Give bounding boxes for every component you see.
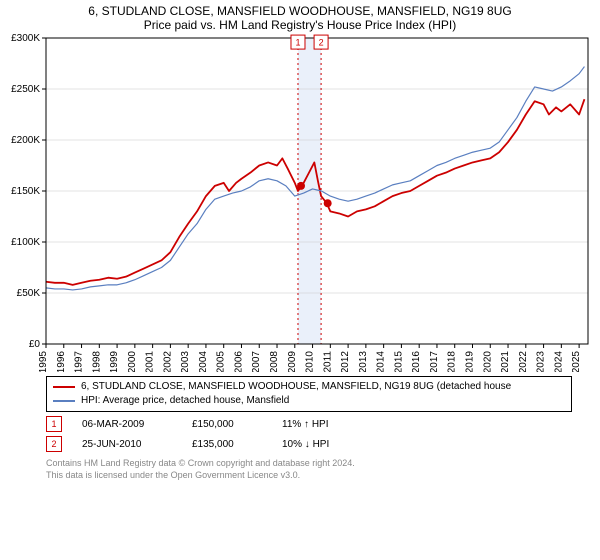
svg-text:2022: 2022 bbox=[518, 351, 529, 372]
event-marker: 1 bbox=[46, 416, 62, 432]
event-date: 06-MAR-2009 bbox=[82, 419, 172, 430]
svg-text:2001: 2001 bbox=[145, 351, 156, 372]
svg-text:2018: 2018 bbox=[447, 351, 458, 372]
event-row: 1 06-MAR-2009 £150,000 11% ↑ HPI bbox=[46, 414, 572, 434]
svg-text:2007: 2007 bbox=[251, 351, 262, 372]
svg-text:£250K: £250K bbox=[11, 84, 40, 95]
svg-text:2023: 2023 bbox=[536, 351, 547, 372]
legend-label: HPI: Average price, detached house, Mans… bbox=[81, 394, 289, 408]
chart-titles: 6, STUDLAND CLOSE, MANSFIELD WOODHOUSE, … bbox=[0, 0, 600, 32]
svg-text:2017: 2017 bbox=[429, 351, 440, 372]
svg-text:2012: 2012 bbox=[340, 351, 351, 372]
event-pct: 11% ↑ HPI bbox=[282, 419, 362, 430]
chart-svg: £0 £50K £100K £150K £200K £250K £300K 1995 1996 1… bbox=[0, 32, 600, 372]
svg-text:2025: 2025 bbox=[571, 351, 582, 372]
svg-text:£0: £0 bbox=[29, 339, 41, 350]
svg-text:2009: 2009 bbox=[287, 351, 298, 372]
footer-attribution: Contains HM Land Registry data © Crown c… bbox=[46, 458, 572, 481]
svg-text:1999: 1999 bbox=[109, 351, 120, 372]
line-chart: £0 £50K £100K £150K £200K £250K £300K 1995 1996 1… bbox=[0, 32, 600, 372]
legend-row: HPI: Average price, detached house, Mans… bbox=[53, 394, 565, 408]
price-events-table: 1 06-MAR-2009 £150,000 11% ↑ HPI 2 25-JUN-201… bbox=[46, 414, 572, 454]
svg-text:2015: 2015 bbox=[393, 351, 404, 372]
svg-text:2: 2 bbox=[319, 37, 324, 47]
svg-text:2021: 2021 bbox=[500, 351, 511, 372]
svg-text:2019: 2019 bbox=[464, 351, 475, 372]
svg-text:2010: 2010 bbox=[305, 351, 316, 372]
svg-text:1998: 1998 bbox=[91, 351, 102, 372]
legend: 6, STUDLAND CLOSE, MANSFIELD WOODHOUSE, … bbox=[46, 376, 572, 412]
chart-title-line2: Price paid vs. HM Land Registry's House … bbox=[0, 18, 600, 32]
event-marker: 2 bbox=[46, 436, 62, 452]
svg-text:2014: 2014 bbox=[376, 351, 387, 372]
svg-text:2002: 2002 bbox=[162, 351, 173, 372]
footer-line1: Contains HM Land Registry data © Crown c… bbox=[46, 458, 572, 470]
svg-text:2016: 2016 bbox=[411, 351, 422, 372]
svg-text:£200K: £200K bbox=[11, 135, 40, 146]
event-price: £135,000 bbox=[192, 439, 262, 450]
svg-text:2020: 2020 bbox=[482, 351, 493, 372]
svg-text:1: 1 bbox=[295, 37, 300, 47]
chart-title-line1: 6, STUDLAND CLOSE, MANSFIELD WOODHOUSE, … bbox=[0, 4, 600, 18]
svg-text:2003: 2003 bbox=[180, 351, 191, 372]
svg-text:1995: 1995 bbox=[38, 351, 49, 372]
svg-text:1996: 1996 bbox=[56, 351, 67, 372]
event-price: £150,000 bbox=[192, 419, 262, 430]
svg-text:2005: 2005 bbox=[216, 351, 227, 372]
svg-text:2006: 2006 bbox=[233, 351, 244, 372]
legend-swatch bbox=[53, 400, 75, 402]
svg-text:2004: 2004 bbox=[198, 351, 209, 372]
footer-line2: This data is licensed under the Open Gov… bbox=[46, 470, 572, 482]
event-date: 25-JUN-2010 bbox=[82, 439, 172, 450]
svg-text:£150K: £150K bbox=[11, 186, 40, 197]
event-row: 2 25-JUN-2010 £135,000 10% ↓ HPI bbox=[46, 434, 572, 454]
legend-row: 6, STUDLAND CLOSE, MANSFIELD WOODHOUSE, … bbox=[53, 380, 565, 394]
svg-text:£100K: £100K bbox=[11, 237, 40, 248]
svg-text:2024: 2024 bbox=[553, 351, 564, 372]
svg-text:2013: 2013 bbox=[358, 351, 369, 372]
svg-text:1997: 1997 bbox=[74, 351, 85, 372]
svg-text:2000: 2000 bbox=[127, 351, 138, 372]
svg-text:£300K: £300K bbox=[11, 33, 40, 44]
event-pct: 10% ↓ HPI bbox=[282, 439, 362, 450]
legend-label: 6, STUDLAND CLOSE, MANSFIELD WOODHOUSE, … bbox=[81, 380, 511, 394]
svg-text:2011: 2011 bbox=[322, 351, 333, 372]
svg-text:2008: 2008 bbox=[269, 351, 280, 372]
svg-text:£50K: £50K bbox=[17, 288, 41, 299]
legend-swatch bbox=[53, 386, 75, 388]
